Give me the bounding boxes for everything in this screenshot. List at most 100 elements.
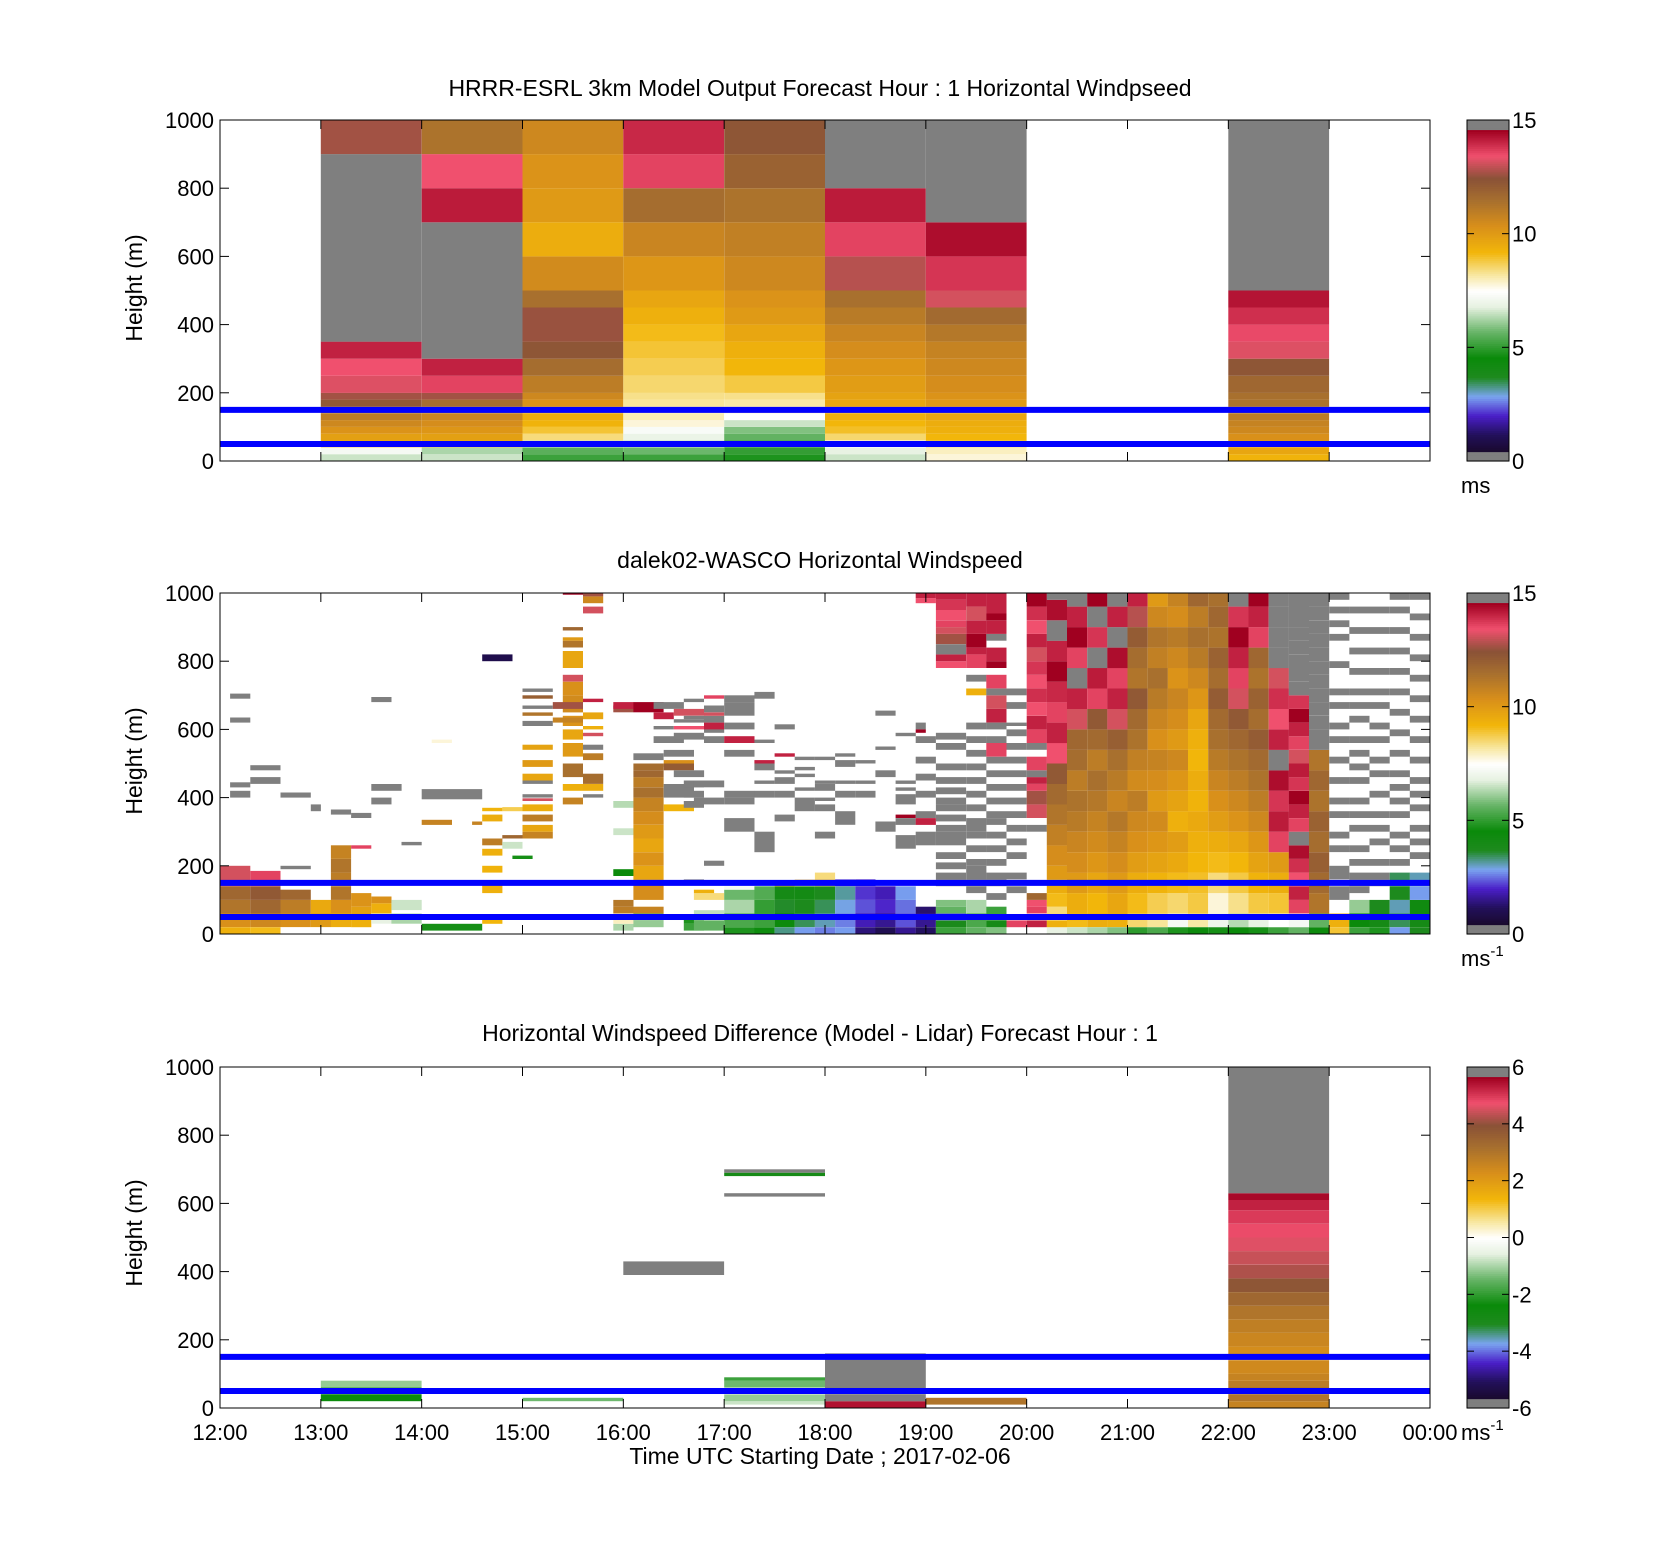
panel-2-colorbar-segment [1467, 674, 1509, 677]
panel-1-cell [623, 426, 725, 434]
panel-1-cell [421, 447, 523, 455]
panel-1-colorbar-segment [1467, 157, 1509, 161]
panel-1-cell [925, 426, 1027, 434]
panel-3-ytick-label: 800 [177, 1123, 214, 1148]
panel-2-colorbar-segment [1467, 863, 1509, 867]
panel-2-cell [1026, 920, 1047, 928]
panel-2-cell [1188, 790, 1209, 812]
panel-2-cell [1026, 770, 1047, 778]
panel-2-cell [522, 712, 553, 716]
panel-2-cell [1309, 893, 1330, 914]
panel-2-cell [1228, 790, 1249, 812]
panel-3-colorbar-segment [1467, 1212, 1509, 1216]
panel-2-cell [633, 753, 664, 761]
panel-1-colorbar-segment [1467, 455, 1509, 458]
panel-2-cell [583, 794, 604, 798]
panel-1-colorbar-segment [1467, 362, 1509, 365]
panel-2-cell [1389, 647, 1410, 655]
panel-2-cell [1268, 668, 1289, 689]
panel-3-colorbar-segment [1467, 1220, 1509, 1223]
panel-2-cell [986, 756, 1007, 764]
panel-2-cell [1409, 613, 1430, 621]
panel-3-colorbar-segment [1467, 1356, 1509, 1360]
panel-2-cell [1147, 647, 1168, 669]
panel-2-cell [583, 596, 604, 604]
panel-1-colorbar-segment [1467, 205, 1509, 208]
panel-3-xtick-label: 23:00 [1302, 1420, 1357, 1445]
panel-1-cell [724, 454, 825, 461]
panel-3-colorbar-segment [1467, 1239, 1509, 1242]
panel-3-colorbar-segment [1467, 1142, 1509, 1146]
panel-1-cell [825, 188, 926, 223]
panel-3-cell [1228, 1193, 1330, 1200]
panel-1-cell [522, 290, 624, 308]
panel-2-cell [562, 637, 583, 641]
panel-2-cell [935, 920, 967, 928]
panel-2-cell [512, 855, 533, 859]
panel-2-cell [754, 739, 775, 743]
panel-2-colorbar-segment [1467, 888, 1509, 892]
panel-2-yticks: 0 200 400 600 800 1000 [165, 581, 1430, 947]
panel-1-cell [320, 426, 422, 434]
panel-2-cell [754, 763, 775, 771]
panel-2-cell [855, 790, 876, 798]
panel-1-colorbar-segment [1467, 140, 1509, 144]
panel-2-cell [966, 633, 987, 648]
panel-3-colorbar-segment [1467, 1120, 1509, 1123]
panel-2-cell [986, 661, 1007, 668]
panel-2-cell [1228, 831, 1249, 853]
panel-1-cell [724, 290, 825, 308]
panel-1-cell [925, 222, 1027, 257]
panel-2-cell [1389, 811, 1410, 818]
panel-1-colorbar-segment [1467, 169, 1509, 172]
panel-2-cell [683, 801, 704, 808]
panel-2-colorbar-segment [1467, 708, 1509, 712]
panel-2-colorbar-segment [1467, 695, 1509, 698]
panel-1-cell [522, 120, 624, 155]
panel-2-cell [814, 831, 836, 839]
panel-2-cell [1147, 749, 1168, 771]
panel-2-cell [1167, 790, 1188, 812]
panel-3-colorbar-segment [1467, 1373, 1509, 1377]
panel-2-cell [1208, 927, 1229, 934]
panel-3-colorbar-segment [1467, 1385, 1509, 1388]
panel-2-cell [250, 927, 281, 934]
panel-3-colorbar-segment [1467, 1328, 1509, 1331]
panel-3-colorbar-segment [1467, 1366, 1509, 1369]
panel-2-cell [522, 760, 553, 767]
panel-2-cell [1228, 688, 1249, 709]
panel-2-cell [986, 647, 1007, 662]
panel-3-colorbar-segment [1467, 1226, 1509, 1229]
panel-2-cell [1026, 777, 1047, 784]
panel-2-cell [1288, 818, 1309, 832]
panel-2-cell [1087, 811, 1108, 832]
panel-2-cell [1147, 831, 1168, 853]
panel-2-cell [1389, 859, 1410, 866]
panel-2-cell [613, 917, 634, 924]
panel-2-cell [1167, 593, 1188, 607]
panel-3-colorbar-segment [1467, 1337, 1509, 1341]
panel-3-colorbar-segment [1467, 1377, 1509, 1381]
panel-2-colorbar-segment [1467, 808, 1509, 812]
panel-1-colorbar-segment [1467, 383, 1509, 386]
panel-1-cell [825, 307, 926, 325]
panel-2-cell [1268, 606, 1289, 628]
panel-3-colorbar-segment [1467, 1199, 1509, 1203]
panel-2-cell [1067, 811, 1088, 832]
panel-2-cell [935, 927, 967, 934]
panel-2-cell [895, 780, 916, 784]
panel-2-cell [1369, 927, 1390, 934]
panel-2-cell [1147, 790, 1168, 812]
panel-1-colorbar-segment [1467, 330, 1509, 333]
panel-3-colorbar-segment [1467, 1364, 1509, 1367]
panel-3-colorbar-segment [1467, 1216, 1509, 1220]
panel-2-cell [482, 814, 503, 822]
panel-2-cell [1329, 606, 1350, 614]
panel-2-cell [1147, 729, 1168, 750]
panel-2-cell [673, 732, 705, 740]
panel-3-colorbar-segment [1467, 1260, 1509, 1263]
panel-3-colorbar-segment [1467, 1068, 1509, 1072]
panel-2-cell [1046, 824, 1067, 846]
panel-2-cell [683, 698, 704, 703]
